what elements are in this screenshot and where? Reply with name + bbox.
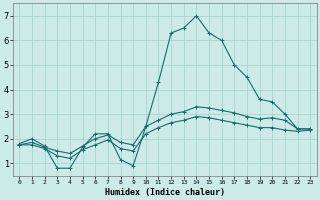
X-axis label: Humidex (Indice chaleur): Humidex (Indice chaleur) bbox=[105, 188, 225, 197]
